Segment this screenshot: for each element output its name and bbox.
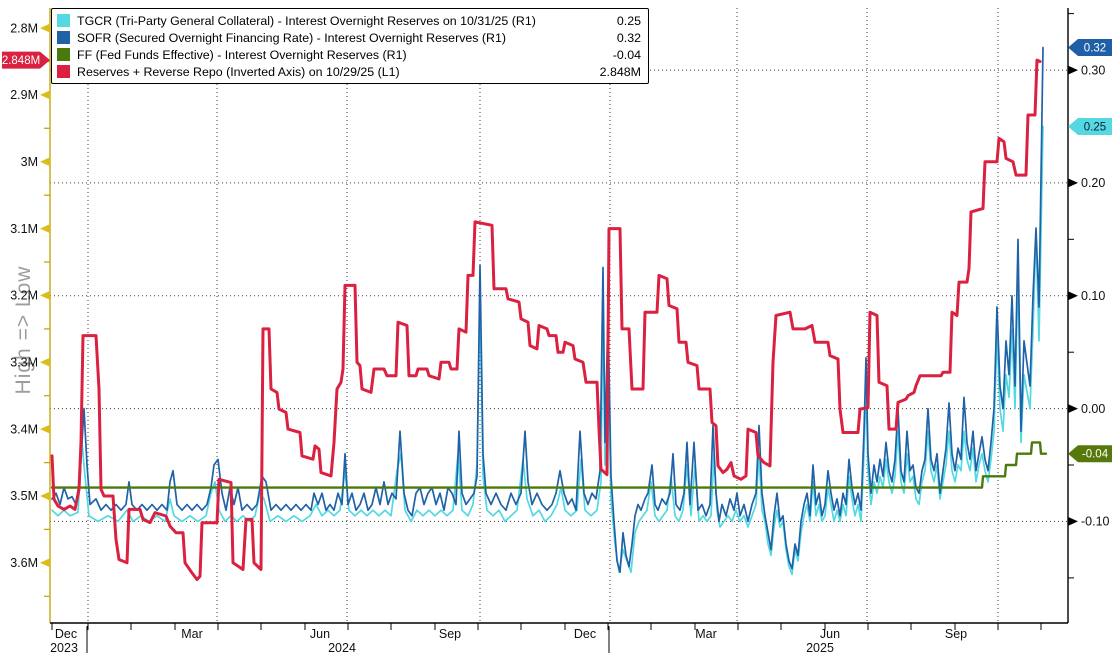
right-axis-tick-arrow-icon — [1068, 404, 1078, 414]
axis-value-badge: -0.04 — [1082, 449, 1109, 461]
legend-value: 0.25 — [616, 13, 641, 28]
left-axis-tick-arrow-icon — [40, 23, 50, 33]
x-axis-month-label: Dec — [574, 627, 596, 641]
axis-badges: 2.848M 0.32 0.25 -0.04 — [2, 39, 1112, 463]
tgcr-swatch-icon — [57, 14, 70, 27]
reserves-swatch-icon — [57, 65, 70, 78]
x-axis: Dec Mar Jun Sep Dec Mar Jun Sep 2023 2024 2025 — [50, 622, 1068, 654]
right-axis-tick-label: 0.20 — [1081, 176, 1105, 190]
left-axis-tick-label: 2.9M — [10, 88, 38, 102]
x-axis-year-label: 2023 — [50, 641, 78, 654]
x-axis-month-label: Sep — [439, 627, 461, 641]
legend-box: TGCR (Tri-Party General Collateral) - In… — [51, 8, 649, 84]
legend-label: SOFR (Secured Overnight Financing Rate) … — [77, 30, 507, 45]
axis-value-badge: 0.32 — [1084, 43, 1106, 55]
legend-label: TGCR (Tri-Party General Collateral) - In… — [77, 13, 536, 28]
legend-label: FF (Fed Funds Effective) - Interest Over… — [77, 47, 407, 62]
axis-value-badge: 2.848M — [2, 55, 40, 67]
left-axis-tick-label: 3.4M — [10, 422, 38, 436]
ff-swatch-icon — [57, 48, 70, 61]
h-gridlines — [50, 69, 1068, 522]
right-axis-tick-label: -0.10 — [1081, 515, 1110, 529]
axis-value-badge: 0.25 — [1084, 122, 1106, 134]
x-axis-year-label: 2025 — [806, 641, 834, 654]
x-axis-year-label: 2024 — [328, 641, 356, 654]
right-axis-tick-arrow-icon — [1068, 516, 1078, 526]
left-axis-tick-arrow-icon — [40, 357, 50, 367]
legend-item-ff: FF (Fed Funds Effective) - Interest Over… — [57, 46, 641, 63]
x-axis-month-label: Sep — [945, 627, 967, 641]
left-axis-tick-arrow-icon — [40, 90, 50, 100]
left-axis-tick-arrow-icon — [40, 224, 50, 234]
right-axis-tick-label: 0.30 — [1081, 63, 1105, 77]
right-axis-tick-arrow-icon — [1068, 291, 1078, 301]
left-axis-tick-arrow-icon — [40, 157, 50, 167]
right-axis-tick-arrow-icon — [1068, 178, 1078, 188]
right-axis-tick-label: 0.00 — [1081, 402, 1105, 416]
x-axis-month-label: Mar — [695, 627, 717, 641]
x-axis-month-label: Jun — [310, 627, 330, 641]
left-axis: 2.8M 2.9M 3M 3.1M 3.2M 3.3M 3.4M 3.5M 3.6M — [10, 8, 51, 623]
v-gridlines — [87, 8, 999, 623]
series-line-sofr — [51, 46, 1044, 574]
left-axis-tick-label: 3.3M — [10, 356, 38, 370]
left-axis-tick-arrow-icon — [40, 424, 50, 434]
left-axis-tick-arrow-icon — [40, 491, 50, 501]
left-axis-tick-label: 3M — [21, 155, 38, 169]
left-axis-tick-label: 3.6M — [10, 556, 38, 570]
legend-value: -0.04 — [612, 47, 641, 62]
series-line-reserves — [50, 58, 1042, 581]
legend-label: Reserves + Reverse Repo (Inverted Axis) … — [77, 64, 400, 79]
left-axis-tick-label: 3.5M — [10, 489, 38, 503]
x-axis-month-label: Jun — [820, 627, 840, 641]
legend-value: 2.848M — [599, 64, 641, 79]
x-axis-month-label: Mar — [181, 627, 203, 641]
left-axis-tick-label: 3.2M — [10, 289, 38, 303]
right-axis-tick-label: 0.10 — [1081, 289, 1105, 303]
series-line-ff — [50, 441, 1048, 489]
legend-item-tgcr: TGCR (Tri-Party General Collateral) - In… — [57, 12, 641, 29]
legend-value: 0.32 — [616, 30, 641, 45]
left-axis-tick-arrow-icon — [40, 290, 50, 300]
sofr-swatch-icon — [57, 31, 70, 44]
right-axis: 0.30 0.20 0.10 0.00 -0.10 — [1067, 8, 1110, 623]
right-axis-tick-arrow-icon — [1068, 65, 1078, 75]
legend-item-sofr: SOFR (Secured Overnight Financing Rate) … — [57, 29, 641, 46]
left-axis-tick-arrow-icon — [40, 558, 50, 568]
left-axis-tick-label: 3.1M — [10, 222, 38, 236]
legend-item-reserves: Reserves + Reverse Repo (Inverted Axis) … — [57, 63, 641, 80]
x-axis-month-label: Dec — [55, 627, 77, 641]
series-line-tgcr — [51, 125, 1044, 576]
left-axis-tick-label: 2.8M — [10, 21, 38, 35]
